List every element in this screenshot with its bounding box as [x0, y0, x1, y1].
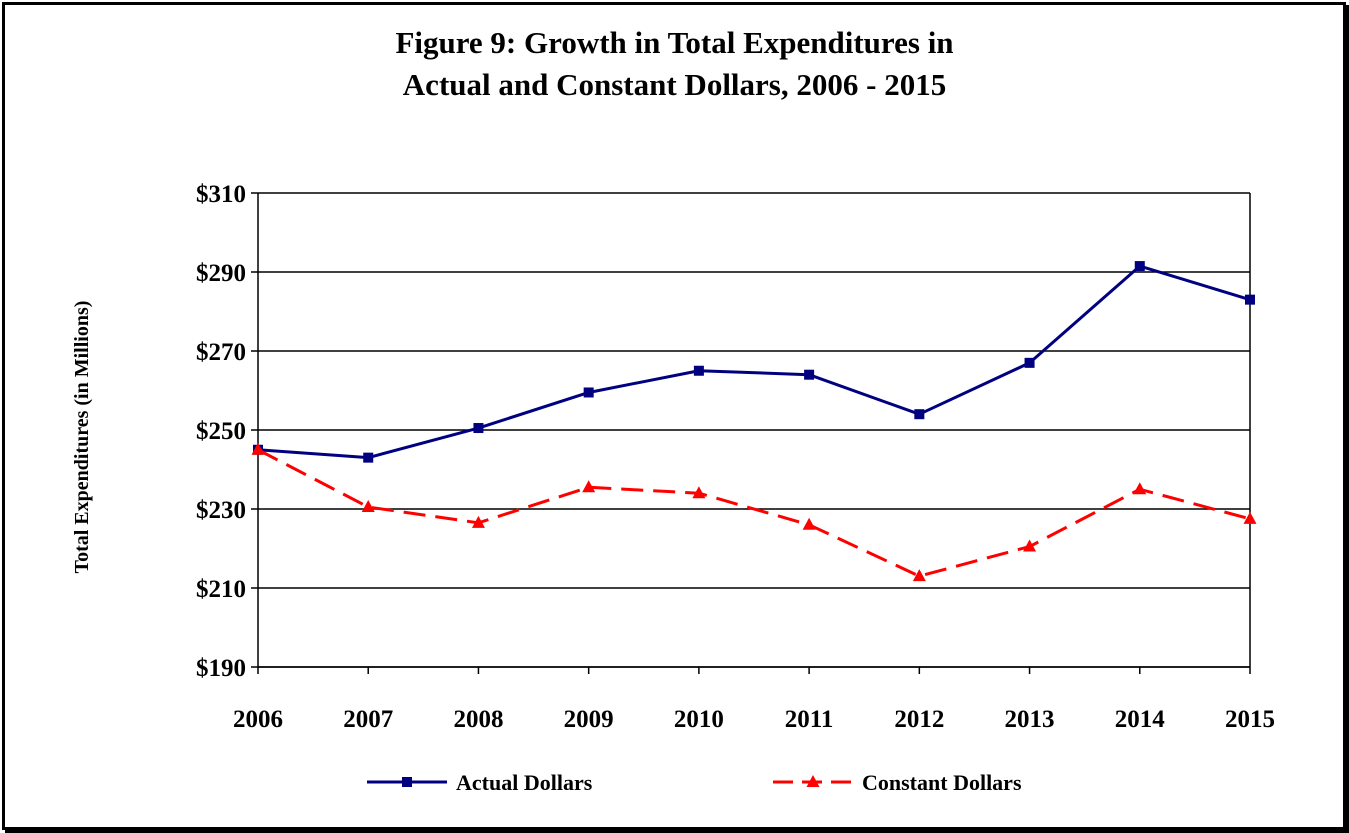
data-point [1024, 357, 1035, 368]
data-point [1243, 511, 1257, 524]
x-tick-label: 2015 [1225, 706, 1275, 733]
series-constant-dollars [251, 442, 1257, 582]
x-tick-label: 2013 [1005, 706, 1055, 733]
axes [251, 192, 1251, 674]
series-line [257, 264, 1251, 460]
x-tick-label: 2006 [233, 706, 283, 733]
data-point [582, 480, 596, 493]
legend-swatch-marker [806, 775, 820, 787]
y-tick-label: $270 [196, 339, 246, 366]
legend-swatch-marker [402, 777, 412, 787]
x-tick-label: 2007 [343, 706, 393, 733]
chart-title-line-2: Actual and Constant Dollars, 2006 - 2015 [402, 67, 947, 102]
data-point [804, 369, 815, 380]
y-tick-labels: $190 $210 $230 $250 $270 $290 $310 [196, 181, 246, 682]
data-point [1134, 261, 1145, 272]
legend-item: Constant Dollars [773, 770, 1022, 795]
x-tick-label: 2011 [785, 706, 834, 733]
legend: Actual Dollars Constant Dollars [367, 770, 1022, 795]
data-point [361, 500, 375, 513]
gridlines [258, 192, 1250, 668]
series-line [257, 448, 1251, 578]
y-tick-label: $230 [196, 497, 246, 524]
data-point [802, 517, 816, 530]
data-point [251, 442, 265, 455]
y-tick-label: $190 [196, 655, 246, 682]
data-point [471, 515, 485, 528]
data-point [912, 569, 926, 582]
data-point [1245, 294, 1255, 305]
chart-title: Figure 9: Growth in Total Expenditures i… [0, 22, 1349, 106]
data-point [473, 423, 484, 434]
x-tick-label: 2014 [1115, 706, 1166, 733]
x-tick-label: 2010 [674, 706, 724, 733]
series-layer [251, 261, 1257, 582]
legend-label: Constant Dollars [862, 770, 1022, 795]
data-point [1133, 482, 1147, 495]
y-axis-label: Total Expenditures (in Millions) [71, 301, 93, 574]
x-tick-label: 2012 [894, 706, 944, 733]
x-tick-label: 2008 [453, 706, 503, 733]
y-tick-label: $250 [196, 418, 246, 445]
data-point [914, 409, 925, 420]
data-point [693, 365, 704, 376]
data-point [583, 387, 594, 398]
y-tick-label: $310 [196, 181, 246, 208]
data-point [1023, 539, 1037, 552]
legend-item: Actual Dollars [367, 770, 593, 795]
data-point [692, 486, 706, 499]
x-tick-label: 2009 [564, 706, 614, 733]
chart-title-line-1: Figure 9: Growth in Total Expenditures i… [395, 25, 954, 60]
legend-label: Actual Dollars [456, 770, 593, 795]
data-point [363, 452, 374, 463]
y-tick-label: $210 [196, 576, 246, 603]
x-tick-labels: 2006 2007 2008 2009 2010 2011 2012 2013 2014 2015 [233, 706, 1275, 733]
y-tick-label: $290 [196, 260, 246, 287]
series-actual-dollars [253, 261, 1255, 463]
